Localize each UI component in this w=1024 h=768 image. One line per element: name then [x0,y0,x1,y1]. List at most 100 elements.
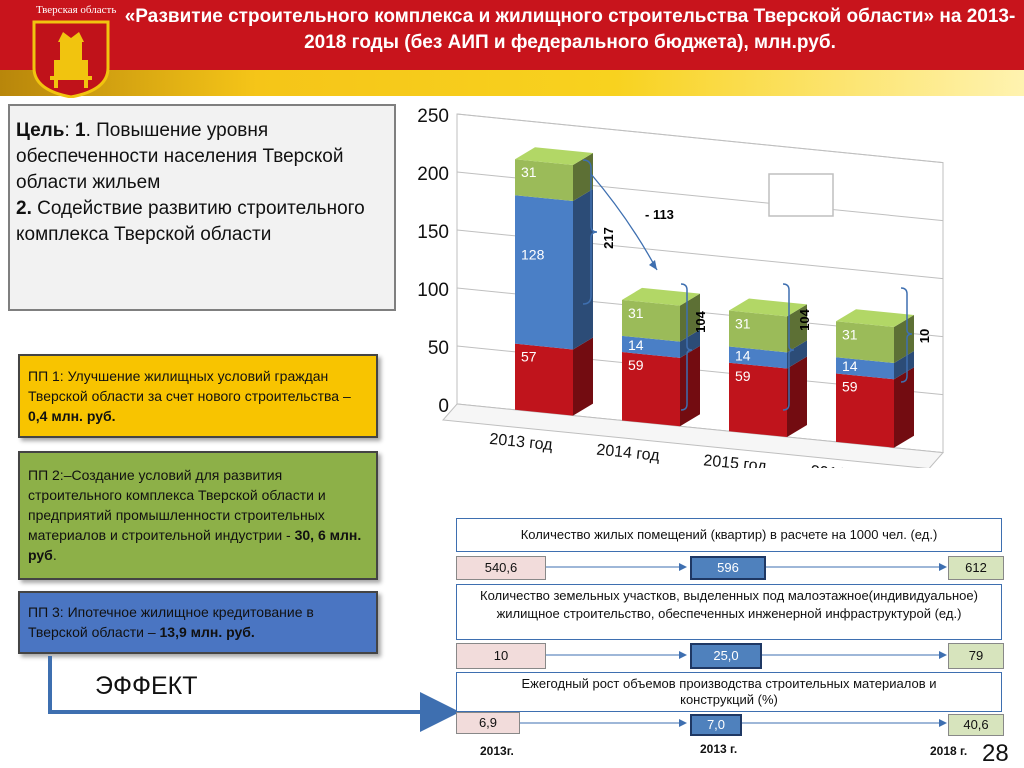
bar-side [573,337,593,416]
bar-side [680,345,700,427]
chart-legend-placeholder [768,173,834,217]
region-label: Тверская область [36,4,117,16]
bar-side [680,329,700,358]
bar-face [622,299,680,342]
coat-of-arms-icon [32,20,110,98]
indicator-1-left-value: 540,6 [456,556,546,580]
bar-side [894,367,914,448]
bar-value-label: 57 [521,349,537,365]
year-label-left: 2013г. [480,744,514,758]
bar-segment: 128 [515,189,593,350]
subprogram-3-box: ПП 3: Ипотечное жилищное кредитование в … [18,591,378,654]
bar-top [622,287,700,306]
bar-side [573,189,593,350]
bar-face [622,335,680,358]
bar-top [836,309,914,328]
y-tick-label: 150 [417,222,449,243]
subprogram-2-amount: 30, 6 млн. руб [28,527,362,563]
bar-segment: 59 [622,345,700,427]
bar-value-label: 14 [735,348,751,364]
brace-2013 [582,159,598,305]
decrease-arrowhead [649,260,657,270]
goal-text-1: . Повышение уровня обеспеченности населе… [16,120,344,193]
page-number: 28 [982,740,1009,767]
indicator-3-right-value: 40,6 [948,714,1004,736]
bar-segment: 59 [729,356,807,437]
bar-side [894,351,914,380]
indicator-3-label: Ежегодный рост объемов производства стро… [456,672,1002,712]
bar-segment: 31 [515,147,593,201]
bar-face [729,362,787,437]
bar-face [515,159,573,201]
year-label-mid: 2013 г. [700,742,738,756]
x-tick-label: 2015 год [703,452,768,468]
bar-segment: 59 [836,367,914,448]
indicator-1-mid-value: 596 [690,556,766,580]
bar-segment: 31 [729,298,807,353]
bar-segment: 14 [729,340,807,369]
goal-number-1: 1 [75,120,86,141]
indicator-2-mid-value: 25,0 [690,643,762,669]
stacked-bar-chart: 0 50 100 150 200 250 57 128 31 59 14 31 59 14 31 59 14 3… [417,106,945,468]
brace-2016 [900,287,913,383]
total-2015-label: 104 [797,308,812,330]
slide-title: «Развитие строительного комплекса и жили… [124,6,1016,53]
indicator-1-label: Количество жилых помещений (квартир) в р… [456,518,1002,552]
gridline [456,113,944,164]
y-tick-label: 50 [428,338,449,359]
y-tick-label: 100 [417,280,449,301]
brace-2014 [680,283,693,411]
year-label-right: 2018 г. [930,744,968,758]
header-bar [0,0,1024,70]
indicator-1-right-value: 612 [948,556,1004,580]
subprogram-1-box: ПП 1: Улучшение жилищных условий граждан… [18,354,378,438]
bar-face [515,195,573,350]
goal-box: Цель: 1. Повышение уровня обеспеченности… [8,104,396,311]
header-stripe [0,70,1024,96]
bar-value-label: 14 [628,337,644,353]
subprogram-1-amount: 0,4 млн. руб. [28,408,116,424]
bar-value-label: 31 [628,305,644,321]
subprogram-3-text: ПП 3: Ипотечное жилищное кредитование в … [28,604,314,640]
indicator-2-label: Количество земельных участков, выделенны… [456,584,1002,640]
bar-segment: 14 [836,351,914,380]
bar-side [573,153,593,201]
bar-value-label: 31 [842,326,858,342]
goal-label: Цель [16,120,65,141]
bar-segment: 57 [515,337,593,416]
bar-side [894,315,914,364]
total-2016-label: 10 [917,329,932,343]
bar-value-label: 59 [735,368,751,384]
decrease-arrow [590,173,658,271]
chart-x-axis: 2013 год 2014 год 2015 год 2016 год [489,431,875,468]
goal-text-2: Содействие развитию строительного компле… [16,198,365,245]
bar-value-label: 31 [735,316,751,332]
bar-value-label: 59 [842,378,858,394]
decrease-label: - 113 [645,207,674,222]
subprogram-2-suffix: . [52,547,57,563]
bar-side [787,340,807,369]
chart-bars: 57 128 31 59 14 31 59 14 31 59 14 31 [515,147,914,448]
bar-value-label: 59 [628,357,644,373]
x-tick-label: 2014 год [596,442,661,465]
effect-label: ЭФФЕКТ [95,672,198,700]
bar-face [836,373,894,448]
goal-number-2: 2. [16,198,32,219]
subprogram-2-box: ПП 2:–Создание условий для развития стро… [18,451,378,580]
bar-segment: 31 [622,287,700,342]
y-tick-label: 0 [438,396,449,417]
total-2014-label: 104 [693,310,708,332]
bar-segment: 14 [622,329,700,358]
bar-side [680,293,700,342]
bar-value-label: 31 [521,164,537,180]
brace-2015 [782,283,795,411]
y-tick-label: 250 [417,106,449,127]
bar-face [515,343,573,416]
indicator-2-right-value: 79 [948,643,1004,669]
goal-separator: : [64,120,75,141]
x-tick-label: 2013 год [489,431,554,454]
bar-side [787,304,807,353]
bar-face [836,357,894,380]
bar-side [787,356,807,437]
bar-segment: 31 [836,309,914,364]
